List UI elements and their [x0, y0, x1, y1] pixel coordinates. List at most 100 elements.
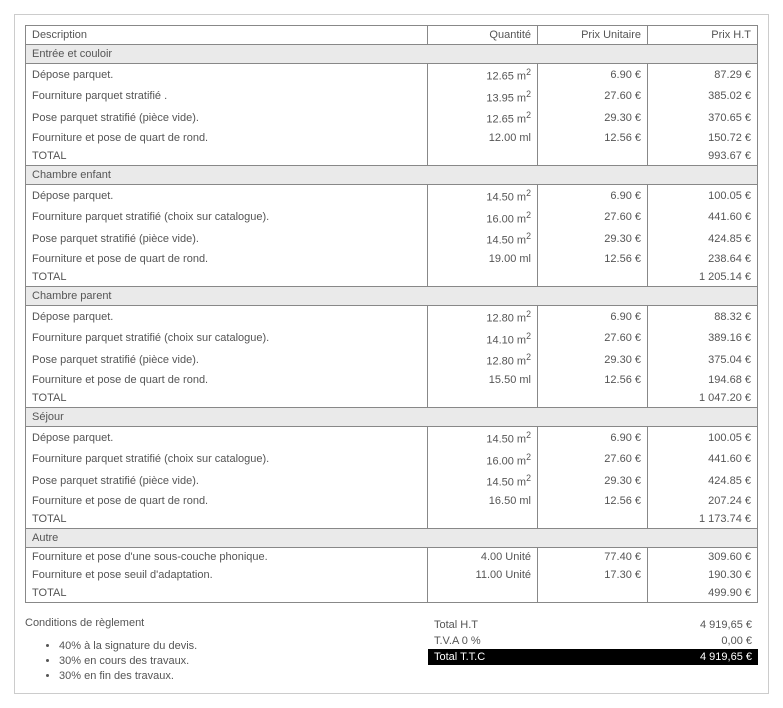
cell-quantity: 14.50 m2 — [428, 426, 538, 448]
cell-price: 309.60 € — [648, 547, 758, 566]
cell-price: 150.72 € — [648, 129, 758, 147]
cell-price: 385.02 € — [648, 86, 758, 108]
table-row: Fourniture parquet stratifié .13.95 m227… — [26, 86, 758, 108]
table-row: Pose parquet stratifié (pièce vide).14.5… — [26, 470, 758, 492]
section-total-value: 1 173.74 € — [648, 510, 758, 529]
cell-description: Fourniture parquet stratifié . — [26, 86, 428, 108]
section-header: Chambre enfant — [26, 165, 758, 184]
cell-description: Pose parquet stratifié (pièce vide). — [26, 107, 428, 129]
cell-unit-price: 27.60 € — [538, 86, 648, 108]
total-ttc-label: Total T.T.C — [428, 649, 592, 665]
section-total-row: TOTAL 1 173.74 € — [26, 510, 758, 529]
col-description: Description — [26, 26, 428, 45]
cell-unit-price: 29.30 € — [538, 470, 648, 492]
section-title: Chambre enfant — [26, 165, 758, 184]
cell-quantity: 12.80 m2 — [428, 305, 538, 327]
total-ht-row: Total H.T 4 919,65 € — [428, 617, 758, 633]
cell-price: 389.16 € — [648, 328, 758, 350]
table-row: Fourniture et pose de quart de rond.16.5… — [26, 492, 758, 510]
cell-unit-price: 29.30 € — [538, 228, 648, 250]
cell-quantity: 16.00 m2 — [428, 449, 538, 471]
cell-description: Fourniture parquet stratifié (choix sur … — [26, 207, 428, 229]
cell-price: 207.24 € — [648, 492, 758, 510]
cell-quantity: 14.50 m2 — [428, 228, 538, 250]
cell-unit-price: 6.90 € — [538, 305, 648, 327]
cell-quantity: 15.50 ml — [428, 371, 538, 389]
cell-price: 424.85 € — [648, 470, 758, 492]
conditions-title: Conditions de règlement — [25, 617, 398, 629]
cell-unit-price: 6.90 € — [538, 184, 648, 206]
cell-price: 87.29 € — [648, 64, 758, 86]
cell-quantity: 12.00 ml — [428, 129, 538, 147]
cell-description: Pose parquet stratifié (pièce vide). — [26, 228, 428, 250]
cell-quantity: 19.00 ml — [428, 250, 538, 268]
cell-price: 424.85 € — [648, 228, 758, 250]
table-row: Fourniture parquet stratifié (choix sur … — [26, 207, 758, 229]
table-row: Fourniture et pose de quart de rond.12.0… — [26, 129, 758, 147]
table-row: Fourniture et pose de quart de rond.15.5… — [26, 371, 758, 389]
section-total-row: TOTAL 1 205.14 € — [26, 268, 758, 287]
section-header: Autre — [26, 528, 758, 547]
cell-description: Fourniture et pose de quart de rond. — [26, 492, 428, 510]
tva-row: T.V.A 0 % 0,00 € — [428, 633, 758, 649]
cell-description: Dépose parquet. — [26, 64, 428, 86]
conditions-list: 40% à la signature du devis.30% en cours… — [25, 639, 398, 684]
cell-quantity: 4.00 Unité — [428, 547, 538, 566]
table-row: Dépose parquet.14.50 m26.90 €100.05 € — [26, 426, 758, 448]
cell-quantity: 14.50 m2 — [428, 470, 538, 492]
cell-quantity: 16.00 m2 — [428, 207, 538, 229]
cell-description: Fourniture et pose seuil d'adaptation. — [26, 566, 428, 584]
cell-description: Fourniture parquet stratifié (choix sur … — [26, 449, 428, 471]
section-total-row: TOTAL993.67 € — [26, 147, 758, 166]
cell-unit-price: 6.90 € — [538, 426, 648, 448]
cell-description: Pose parquet stratifié (pièce vide). — [26, 470, 428, 492]
cell-unit-price: 77.40 € — [538, 547, 648, 566]
section-total-row: TOTAL499.90 € — [26, 584, 758, 603]
cell-price: 441.60 € — [648, 207, 758, 229]
table-row: Fourniture parquet stratifié (choix sur … — [26, 328, 758, 350]
invoice: Description Quantité Prix Unitaire Prix … — [14, 14, 769, 694]
table-row: Fourniture et pose d'une sous-couche pho… — [26, 547, 758, 566]
section-total-value: 1 205.14 € — [648, 268, 758, 287]
tva-label: T.V.A 0 % — [428, 633, 592, 649]
cell-price: 190.30 € — [648, 566, 758, 584]
section-title: Chambre parent — [26, 286, 758, 305]
section-title: Séjour — [26, 407, 758, 426]
total-ttc-value: 4 919,65 € — [592, 649, 758, 665]
cell-description: Fourniture et pose de quart de rond. — [26, 129, 428, 147]
section-header: Séjour — [26, 407, 758, 426]
section-total-label: TOTAL — [26, 147, 428, 166]
line-items-table: Description Quantité Prix Unitaire Prix … — [25, 25, 758, 603]
cell-price: 370.65 € — [648, 107, 758, 129]
cell-description: Fourniture et pose de quart de rond. — [26, 371, 428, 389]
table-row: Fourniture parquet stratifié (choix sur … — [26, 449, 758, 471]
section-total-label: TOTAL — [26, 510, 428, 529]
section-total-label: TOTAL — [26, 268, 428, 287]
totals-block: Total H.T 4 919,65 € T.V.A 0 % 0,00 € To… — [428, 617, 758, 684]
cell-description: Fourniture et pose d'une sous-couche pho… — [26, 547, 428, 566]
total-ttc-row: Total T.T.C 4 919,65 € — [428, 649, 758, 665]
cell-unit-price: 12.56 € — [538, 492, 648, 510]
table-row: Fourniture et pose de quart de rond.19.0… — [26, 250, 758, 268]
section-total-label: TOTAL — [26, 389, 428, 408]
table-row: Pose parquet stratifié (pièce vide).14.5… — [26, 228, 758, 250]
cell-price: 238.64 € — [648, 250, 758, 268]
condition-item: 30% en cours des travaux. — [59, 654, 398, 669]
section-total-label: TOTAL — [26, 584, 428, 603]
cell-price: 194.68 € — [648, 371, 758, 389]
cell-quantity: 12.80 m2 — [428, 349, 538, 371]
table-row: Pose parquet stratifié (pièce vide).12.6… — [26, 107, 758, 129]
cell-price: 375.04 € — [648, 349, 758, 371]
cell-unit-price: 27.60 € — [538, 207, 648, 229]
cell-unit-price: 17.30 € — [538, 566, 648, 584]
cell-unit-price: 12.56 € — [538, 129, 648, 147]
cell-unit-price: 29.30 € — [538, 349, 648, 371]
cell-description: Fourniture parquet stratifié (choix sur … — [26, 328, 428, 350]
cell-quantity: 11.00 Unité — [428, 566, 538, 584]
col-quantity: Quantité — [428, 26, 538, 45]
cell-description: Dépose parquet. — [26, 305, 428, 327]
cell-quantity: 16.50 ml — [428, 492, 538, 510]
cell-quantity: 12.65 m2 — [428, 64, 538, 86]
cell-unit-price: 27.60 € — [538, 449, 648, 471]
table-row: Fourniture et pose seuil d'adaptation.11… — [26, 566, 758, 584]
